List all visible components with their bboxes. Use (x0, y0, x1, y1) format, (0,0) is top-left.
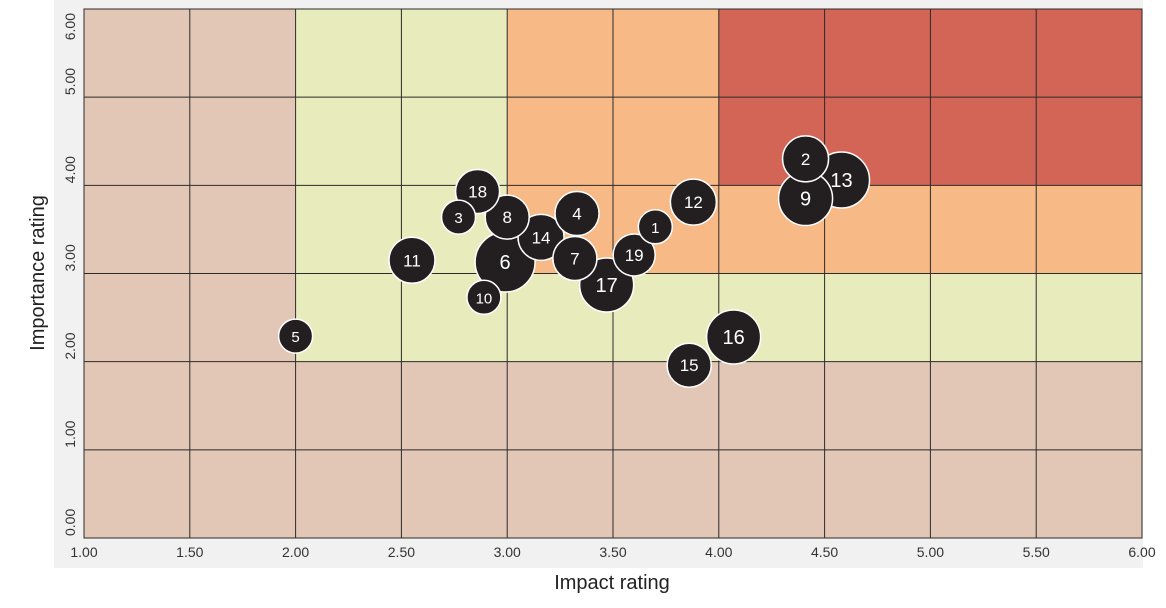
bubble-label: 1 (651, 220, 659, 237)
bubble (277, 318, 314, 354)
y-tick-label: 3.00 (62, 244, 78, 271)
bubble-group: 10 (466, 279, 502, 316)
bubble-group: 14 (517, 213, 565, 262)
bubble-label: 11 (403, 251, 421, 270)
bubble-label: 17 (596, 275, 618, 297)
bubble (781, 135, 830, 183)
y-tick-label: 2.00 (62, 332, 78, 359)
ticks: 1.00 1.50 2.00 2.50 3.00 3.50 4.00 4.50 5.00 5.50… (62, 13, 1156, 560)
bubble-group: 4 (554, 190, 600, 237)
bubble-label: 10 (476, 290, 493, 307)
x-tick-label: 2.50 (388, 544, 415, 560)
x-tick-label: 6.00 (1128, 544, 1155, 560)
bubble-label: 5 (291, 329, 299, 346)
y-axis-label: Importance rating (27, 195, 49, 351)
bubble-group: 3 (440, 199, 477, 235)
bubble-label: 9 (800, 189, 811, 211)
bubble (554, 190, 600, 237)
bubble-label: 16 (722, 327, 744, 349)
bubble-group: 19 (612, 233, 656, 277)
bubble-label: 19 (625, 246, 644, 265)
bubble-label: 8 (502, 208, 511, 227)
bubble-label: 14 (532, 228, 551, 247)
bubble (388, 236, 436, 285)
x-tick-label: 4.50 (811, 544, 838, 560)
x-axis-label: Impact rating (554, 572, 670, 594)
y-tick-label: 5.00 (62, 68, 78, 95)
bubble (484, 194, 530, 240)
x-tick-label: 2.00 (282, 544, 309, 560)
bubble (517, 213, 565, 262)
bubble (552, 235, 598, 282)
x-tick-label: 3.00 (494, 544, 521, 560)
x-tick-label: 5.50 (1023, 544, 1050, 560)
bubble-group: 8 (484, 194, 530, 240)
bubble-group: 1 (637, 209, 674, 245)
y-tick-label: 4.00 (62, 156, 78, 183)
bubble-label: 13 (830, 170, 852, 192)
bubble-label: 15 (680, 356, 699, 375)
x-tick-label: 1.50 (176, 544, 203, 560)
y-tick-label: 6.00 (62, 13, 78, 40)
y-tick-label: 0.00 (62, 509, 78, 536)
bubble-group: 5 (277, 318, 314, 354)
plot-border (83, 8, 1143, 539)
bubble-group: 2 (781, 135, 830, 183)
bubble-label: 6 (500, 252, 511, 274)
bubble (705, 309, 762, 365)
bubble-group: 15 (666, 342, 712, 388)
bubble-group: 7 (552, 235, 598, 282)
bubble (669, 178, 718, 226)
x-tick-label: 1.00 (70, 544, 97, 560)
bubble-group: 11 (388, 236, 436, 285)
x-tick-label: 5.00 (917, 544, 944, 560)
bubble (612, 233, 656, 277)
y-tick-label: 1.00 (62, 420, 78, 447)
grid (83, 8, 1143, 539)
bubble (440, 199, 477, 235)
bubble (466, 279, 502, 316)
bubble (666, 342, 712, 388)
bubble-label: 18 (468, 183, 487, 202)
bubble-label: 3 (454, 210, 462, 227)
bubble-group: 12 (669, 178, 718, 226)
x-tick-label: 3.50 (599, 544, 626, 560)
x-tick-label: 4.00 (705, 544, 732, 560)
bubble-label: 2 (801, 150, 810, 169)
bubble-group: 16 (705, 309, 762, 365)
bubble-label: 4 (572, 205, 581, 224)
bubble-label: 12 (684, 193, 703, 212)
bubble (637, 209, 674, 245)
bubble-label: 7 (570, 250, 579, 269)
